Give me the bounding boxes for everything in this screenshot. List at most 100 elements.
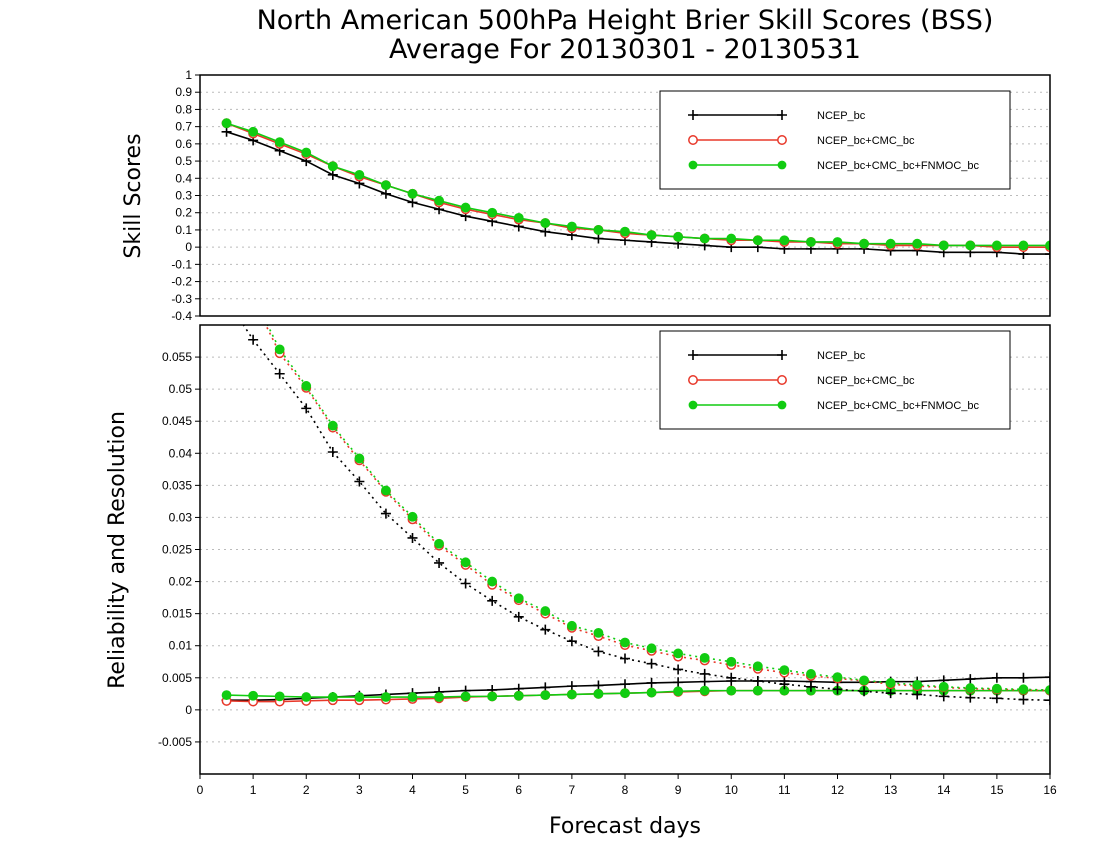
legend-marker-ncep-bc-cmc-bc-fnmoc-bc [777, 160, 787, 170]
x-tick-label: 5 [462, 783, 469, 797]
y-tick-label: 0.2 [175, 206, 192, 220]
y-tick-label: 0.1 [175, 223, 192, 237]
point-ncep-bc-cmc-bc-fnmoc-bc-reliability [726, 685, 737, 696]
y-tick-label: 0.005 [162, 671, 192, 685]
point-ncep-bc-cmc-bc-fnmoc-bc [540, 218, 551, 228]
bottom-legend: NCEP_bc NCEP_bc+CMC_bc NCEP_bc+CMC_bc+FNMO… [659, 330, 1011, 430]
point-ncep-bc-cmc-bc-fnmoc-bc-reliability [593, 688, 604, 699]
y-tick-label: 0.04 [169, 446, 193, 460]
point-ncep-bc-cmc-bc-fnmoc-bc [593, 225, 604, 235]
y-tick-label: 0.9 [175, 85, 192, 99]
x-tick-label: 0 [197, 783, 204, 797]
y-tick-label: 0 [185, 240, 192, 254]
point-ncep-bc-cmc-bc-fnmoc-bc-reliability [673, 686, 684, 697]
point-ncep-bc-cmc-bc-fnmoc-bc-reliability [646, 687, 657, 698]
point-ncep-bc-resolution [779, 679, 790, 690]
point-ncep-bc-cmc-bc-fnmoc-bc-resolution [487, 576, 498, 587]
point-ncep-bc-resolution [885, 688, 896, 699]
point-ncep-bc-resolution [460, 578, 471, 589]
point-ncep-bc-cmc-bc-fnmoc-bc-reliability [513, 690, 524, 701]
point-ncep-bc-cmc-bc-fnmoc-bc [248, 126, 259, 137]
series-clip-group [221, 118, 1050, 260]
legend-marker-ncep-bc-cmc-bc [688, 135, 698, 145]
point-ncep-bc-cmc-bc-fnmoc-bc-reliability [460, 691, 471, 702]
point-ncep-bc-cmc-bc-fnmoc-bc-resolution [779, 665, 790, 675]
point-ncep-bc-cmc-bc-fnmoc-bc [487, 207, 498, 218]
point-ncep-bc-cmc-bc-fnmoc-bc-resolution [646, 643, 657, 654]
point-ncep-bc-cmc-bc-fnmoc-bc [354, 169, 365, 180]
y-tick-label: -0.4 [171, 309, 192, 323]
chart-title-line2: Average For 20130301 - 20130531 [389, 34, 861, 65]
point-ncep-bc-cmc-bc-fnmoc-bc [832, 237, 843, 247]
point-ncep-bc-reliability [965, 674, 976, 685]
point-ncep-bc-cmc-bc-fnmoc-bc-reliability [354, 692, 365, 702]
y-tick-label: 0.05 [169, 382, 193, 396]
point-ncep-bc-cmc-bc-fnmoc-bc-resolution [434, 538, 444, 549]
point-ncep-bc-cmc-bc-resolution [222, 257, 230, 265]
y-tick-label: 0.3 [175, 189, 192, 203]
bottom-series-layer [221, 257, 1050, 707]
point-ncep-bc [540, 226, 551, 237]
y-tick-label: -0.2 [171, 275, 192, 289]
x-tick-label: 15 [990, 783, 1004, 797]
point-ncep-bc-cmc-bc-fnmoc-bc [965, 240, 976, 251]
legend-label-ncep-bc: NCEP_bc [817, 350, 866, 362]
point-ncep-bc-cmc-bc-resolution [249, 295, 257, 303]
point-ncep-bc-cmc-bc-fnmoc-bc-reliability [487, 691, 498, 702]
point-ncep-bc-cmc-bc-fnmoc-bc-resolution [593, 627, 604, 638]
x-tick-label: 16 [1043, 783, 1057, 797]
point-ncep-bc-reliability [646, 677, 657, 688]
legend-marker-ncep-bc-cmc-bc-fnmoc-bc [688, 160, 698, 170]
point-ncep-bc-cmc-bc-fnmoc-bc-resolution [885, 678, 896, 688]
point-ncep-bc-cmc-bc-fnmoc-bc-resolution [381, 485, 391, 496]
x-tick-label: 10 [725, 783, 739, 797]
point-ncep-bc-resolution [938, 691, 949, 702]
skill-score-panel: -0.4 -0.3 -0.2 -0.1 0 0.1 0.2 0.3 0.4 0.5 0.6 0.7 0.… [121, 68, 1051, 323]
point-ncep-bc-cmc-bc-fnmoc-bc [646, 230, 657, 240]
top-legend: NCEP_bc NCEP_bc+CMC_bc NCEP_bc+CMC_bc+FNMO… [659, 90, 1011, 190]
point-ncep-bc-cmc-bc-fnmoc-bc [726, 233, 737, 244]
point-ncep-bc-cmc-bc-fnmoc-bc-resolution [301, 381, 312, 391]
point-ncep-bc-resolution [699, 668, 710, 679]
point-ncep-bc-reliability [991, 672, 1002, 683]
x-tick-label: 7 [569, 783, 576, 797]
top-plot-frame [199, 74, 1051, 317]
point-ncep-bc-cmc-bc-fnmoc-bc [566, 221, 577, 232]
y-tick-label: 1 [185, 68, 192, 82]
point-ncep-bc [327, 169, 338, 180]
x-tick-label: 1 [250, 783, 257, 797]
y-tick-label: 0.6 [175, 137, 192, 151]
point-ncep-bc-cmc-bc-fnmoc-bc-reliability [752, 685, 763, 696]
y-tick-label: 0.045 [162, 414, 192, 428]
legend-marker-ncep-bc-cmc-bc [688, 375, 698, 385]
x-tick-label: 9 [675, 783, 682, 797]
point-ncep-bc-reliability [673, 677, 684, 688]
bottom-plot-frame [199, 324, 1051, 775]
point-ncep-bc-cmc-bc-fnmoc-bc-resolution [327, 420, 338, 431]
x-tick-label: 11 [778, 783, 791, 797]
point-ncep-bc-cmc-bc-fnmoc-bc-resolution [620, 637, 630, 648]
point-ncep-bc-cmc-bc-fnmoc-bc [434, 195, 444, 206]
top-y-axis-label: Skill Scores [121, 133, 146, 258]
point-ncep-bc-cmc-bc-fnmoc-bc [620, 226, 630, 237]
point-ncep-bc-resolution [965, 692, 976, 703]
point-ncep-bc-resolution [752, 675, 763, 686]
y-tick-label: 0.5 [175, 154, 192, 168]
legend-label-ncep-bc-cmc-bc: NCEP_bc+CMC_bc [817, 135, 915, 147]
x-tick-label: 14 [937, 783, 951, 797]
point-ncep-bc-cmc-bc-fnmoc-bc-reliability [248, 690, 259, 701]
point-ncep-bc-resolution [673, 664, 684, 675]
x-tick-label: 6 [515, 783, 522, 797]
point-ncep-bc-cmc-bc-fnmoc-bc [938, 240, 949, 251]
point-ncep-bc-resolution [354, 476, 365, 487]
point-ncep-bc-resolution [434, 557, 445, 568]
point-ncep-bc-resolution [380, 508, 391, 519]
point-ncep-bc-cmc-bc-fnmoc-bc-resolution [513, 593, 524, 604]
point-ncep-bc-cmc-bc-fnmoc-bc-resolution [965, 683, 976, 693]
y-tick-label: 0.025 [162, 543, 192, 557]
point-ncep-bc-resolution [222, 294, 232, 304]
legend-marker-ncep-bc-cmc-bc [777, 135, 787, 145]
point-ncep-bc-cmc-bc-fnmoc-bc [752, 235, 763, 246]
point-ncep-bc-cmc-bc-fnmoc-bc [806, 237, 816, 247]
